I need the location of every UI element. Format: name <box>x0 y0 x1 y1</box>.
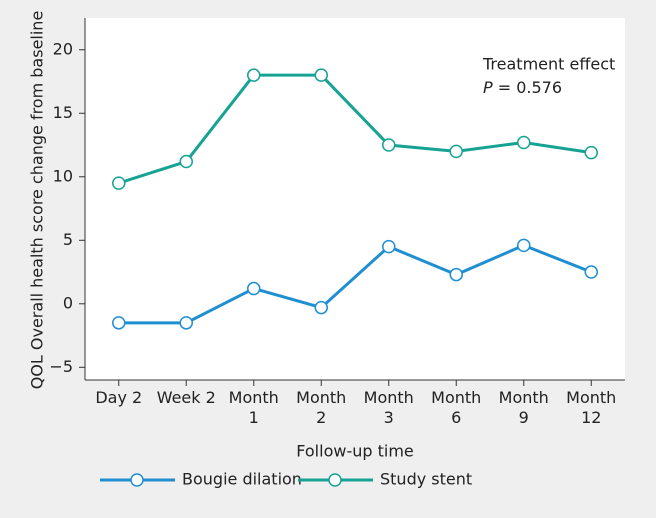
series-line <box>118 243 592 325</box>
x-tick-label: Month 3 <box>364 388 414 427</box>
marker <box>314 300 328 315</box>
marker <box>247 281 261 296</box>
x-tick-label: Month 1 <box>229 388 279 427</box>
marker <box>382 239 396 254</box>
annotation: Treatment effect <box>482 55 615 74</box>
x-axis-label: Follow-up time <box>296 442 414 461</box>
y-tick-label: 5 <box>63 230 73 249</box>
plot-area <box>85 18 625 380</box>
annotation: P = 0.576 <box>483 78 562 97</box>
x-tick-label: Month 2 <box>296 388 346 427</box>
marker <box>179 316 193 330</box>
legend-label: Study stent <box>380 470 472 489</box>
marker <box>584 145 598 160</box>
y-tick-label: 0 <box>63 293 73 312</box>
x-tick-label: Month 12 <box>566 388 616 427</box>
x-tick-label: Month 6 <box>431 388 481 427</box>
marker <box>517 135 531 150</box>
x-tick-label: Month 9 <box>499 388 549 427</box>
y-axis-label: QOL Overall health score change from bas… <box>28 11 47 390</box>
marker <box>314 68 328 82</box>
x-tick-label: Day 2 <box>95 388 142 407</box>
marker <box>112 316 126 330</box>
y-tick-label: 20 <box>53 39 73 58</box>
marker <box>517 238 531 253</box>
y-tick-label: 10 <box>53 166 73 185</box>
series-line <box>118 73 592 185</box>
y-tick-label: 15 <box>53 103 73 122</box>
legend-label: Bougie dilation <box>182 470 302 489</box>
x-tick-label: Week 2 <box>157 388 216 407</box>
marker <box>449 267 463 282</box>
legend-marker <box>130 473 144 487</box>
legend-marker <box>328 473 342 487</box>
marker <box>584 265 598 279</box>
marker <box>179 154 193 169</box>
marker <box>247 68 261 82</box>
marker <box>449 144 463 159</box>
y-tick-label: −5 <box>49 357 73 376</box>
marker <box>382 138 396 152</box>
marker <box>112 176 126 190</box>
